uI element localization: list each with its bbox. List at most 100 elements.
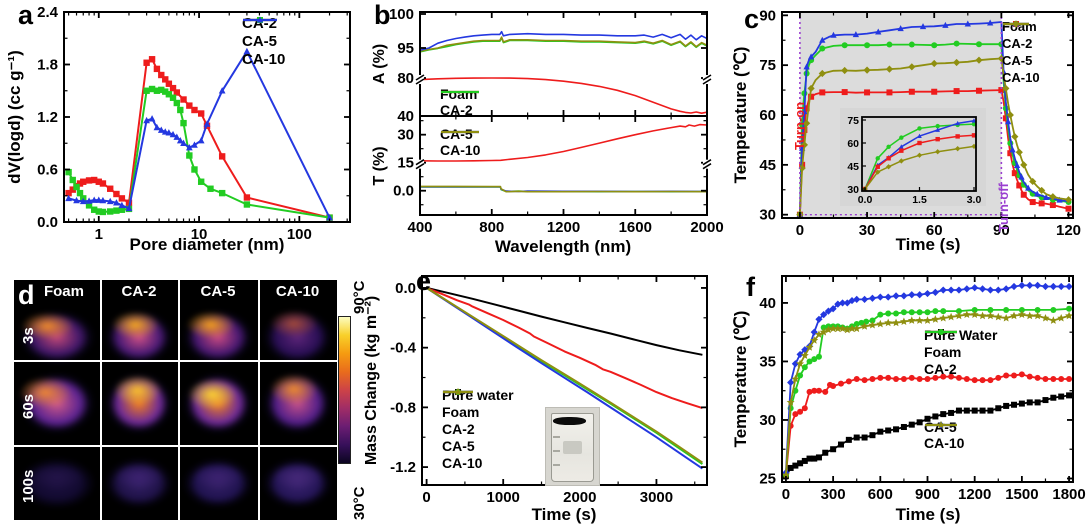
legend-key-line — [441, 130, 479, 134]
tick-label: 60 — [847, 138, 859, 150]
panel-b-absorptance-transmittance: 40 80 95 100 0.0 15 30 400 800 1200 1600 2000 Wavele… — [368, 0, 730, 260]
column-header-CA-5: CA-5 — [200, 283, 236, 300]
grid-separator — [14, 445, 337, 447]
legend-item-CA-2: CA-2 — [1002, 21, 1040, 52]
sample-photo-inset — [545, 407, 600, 486]
panel-label-d: d — [18, 280, 35, 310]
legend-item-Foam: Foam — [442, 389, 514, 420]
x-axis-label: Wavelength (nm) — [495, 237, 631, 256]
tick-label: 1.5 — [912, 194, 927, 206]
legend-label: CA-5 — [1002, 53, 1033, 68]
legend-label: Foam — [442, 403, 480, 420]
tick-label: 60 — [926, 222, 943, 239]
thermal-image-CA-5-60s — [182, 370, 254, 434]
legend-item-CA-10: CA-10 — [442, 387, 514, 471]
thermal-image-CA-5-3s — [182, 308, 254, 364]
turn-on-annotation: Turn-on — [792, 101, 807, 150]
tick-label: 2000 — [563, 489, 596, 506]
legend-label: CA-10 — [1002, 70, 1040, 85]
grid-separator — [178, 280, 180, 520]
colorbar-min-label: 30°C — [351, 486, 368, 520]
grid-separator — [100, 280, 102, 520]
legend-key-line — [925, 329, 957, 335]
legend-item-Foam: Foam — [924, 329, 997, 360]
legend-label: CA-2 — [924, 360, 957, 377]
y-axis-label-transmittance: T (%) — [371, 146, 388, 185]
y-axis-label: Mass Change (kg m⁻²) — [363, 296, 380, 465]
legend-key-line — [925, 420, 957, 429]
temperature-colorbar — [338, 316, 351, 464]
grid-separator — [14, 360, 337, 362]
tick-label: 0.0 — [858, 194, 873, 206]
turn-off-annotation: Turn-off — [996, 183, 1011, 232]
tick-label: 80 — [397, 70, 414, 87]
legend-key-line — [441, 90, 479, 94]
legend-label: CA-5 — [440, 126, 473, 142]
tick-label: 1200 — [958, 486, 991, 503]
panel-label-e: e — [416, 266, 432, 296]
legend-label: CA-10 — [440, 142, 481, 158]
legend-item-CA-10: CA-10 — [924, 420, 965, 451]
thermal-image-CA-10-100s — [261, 456, 334, 508]
x-axis-label: Time (s) — [896, 235, 961, 254]
chart-b-canvas: 40 80 95 100 0.0 15 30 400 800 1200 1600 2000 Wavele… — [371, 6, 724, 256]
legend-label: CA-5 — [442, 437, 475, 454]
panel-label-b: b — [374, 0, 391, 30]
chart-c-canvas: 0 30 60 90 120 30 45 60 75 90 Time (s) Temperature … — [731, 7, 1081, 254]
thermal-image-CA-5-100s — [182, 456, 254, 508]
y-axis-label-absorptance: A (%) — [371, 44, 388, 84]
panel-e-evaporation-mass-change: 0 1000 2000 3000 0.0 -0.4 -0.8 -1.2 Time (s) Mass… — [360, 262, 730, 532]
tick-label: 15 — [397, 155, 414, 172]
tick-label: 1.8 — [37, 57, 58, 74]
thermal-image-Foam-100s — [18, 456, 96, 508]
tick-label: 45 — [847, 161, 859, 173]
beaker-graduation — [553, 464, 560, 466]
tick-label: 30 — [397, 127, 414, 144]
tick-label: 120 — [1056, 222, 1081, 239]
panel-f-water-heating-temperature: 0 300 600 900 1200 1500 1800 25 30 35 40 Time (s) Te… — [730, 262, 1087, 532]
legend-label: CA-2 — [442, 420, 475, 437]
thermal-image-CA-10-3s — [261, 308, 334, 364]
beaker-graduation — [553, 450, 560, 452]
tick-label: 30 — [859, 222, 876, 239]
legend-key-line — [243, 16, 277, 23]
tick-label: 100 — [389, 6, 414, 23]
legend-item-CA-2: CA-2 — [440, 90, 479, 118]
colorbar-max-label: 90°C — [351, 280, 368, 314]
tick-label: 1500 — [1005, 486, 1038, 503]
panel-a-pore-size-distribution: 1 10 100 0.0 0.6 1.2 1.8 2.4 Pore diameter (nm) d… — [0, 0, 368, 260]
legend-item-CA-5: CA-5 — [442, 390, 514, 454]
legend: Pure water Foam CA-2 CA-5 CA-10 — [442, 386, 514, 471]
tick-label: 60 — [759, 107, 776, 124]
legend-label: CA-10 — [924, 435, 965, 451]
floating-sample-disk — [553, 417, 586, 425]
tick-label: 1000 — [487, 489, 520, 506]
beaker-label — [563, 441, 582, 454]
panel-label-c: c — [744, 4, 760, 34]
panel-d-infrared-thermal-images: Foam CA-2 CA-5 CA-10 3s 60s 100s d 90°C 30°C — [0, 262, 368, 532]
tick-label: 10 — [191, 226, 208, 243]
x-axis-label: Time (s) — [532, 505, 597, 524]
legend-item-CA-2: CA-2 — [924, 329, 997, 377]
tick-label: 100 — [287, 226, 312, 243]
tick-label: 0 — [796, 222, 804, 239]
chart-a-canvas: 1 10 100 0.0 0.6 1.2 1.8 2.4 Pore diameter (nm) d… — [5, 4, 351, 254]
tick-label: 3.0 — [967, 194, 982, 206]
y-axis-label: dV(logd) (cc g⁻¹) — [5, 50, 24, 184]
tick-label: 40 — [759, 295, 776, 312]
tick-label: 900 — [915, 486, 940, 503]
thermal-image-CA-2-3s — [103, 308, 175, 364]
tick-label: 1800 — [1052, 486, 1085, 503]
tick-label: 0.0 — [37, 214, 58, 231]
legend-key-line — [1003, 20, 1029, 28]
tick-label: -0.4 — [390, 340, 417, 357]
y-axis-label: Temperature (℃) — [731, 47, 750, 184]
tick-label: 0 — [782, 486, 790, 503]
x-axis-label: Time (s) — [896, 505, 961, 524]
tick-label: 30 — [847, 184, 859, 196]
tick-label: 75 — [759, 57, 776, 74]
tick-label: -1.2 — [390, 459, 416, 476]
tick-label: 30 — [759, 412, 776, 429]
legend-item-CA-10: CA-10 — [440, 130, 481, 158]
